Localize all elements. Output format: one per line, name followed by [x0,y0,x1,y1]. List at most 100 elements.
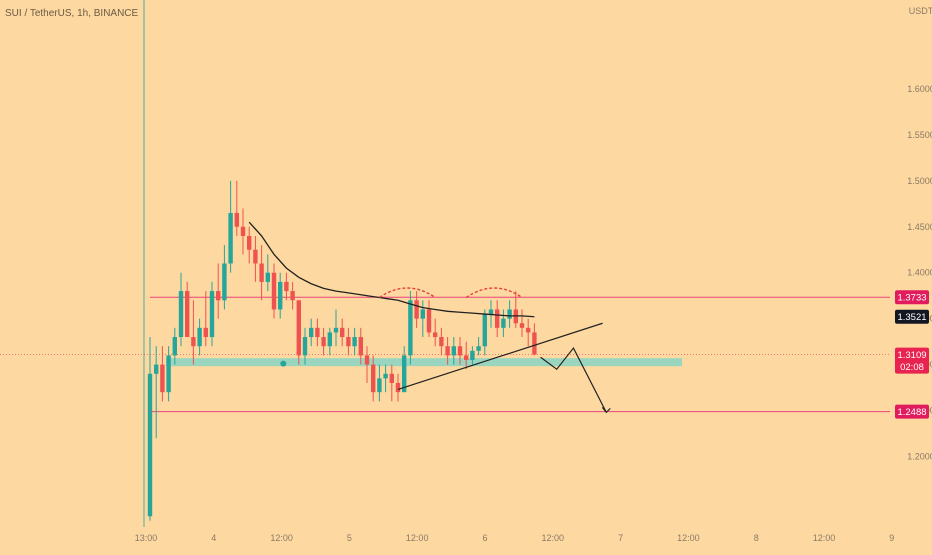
x-tick-label: 12:00 [677,533,700,543]
x-tick-label: 13:00 [135,533,158,543]
candle-up [228,212,233,264]
x-tick-label: 9 [889,533,894,543]
candle-down [346,337,351,347]
candle-up [278,281,283,310]
projection-arrowhead [601,407,611,414]
price-tag-label: 1.3521 [897,312,926,323]
candle-down [321,337,326,347]
candle-down [526,327,531,333]
candle-up [333,327,339,333]
y-tick-label: 1.4500 [907,222,932,232]
candle-down [185,291,190,338]
candle-down [519,323,525,328]
price-tag-label: 1.3109 [897,350,926,361]
candle-up [172,337,177,356]
projection-path [540,346,607,413]
candle-down [445,346,450,356]
candle-down [216,291,221,301]
candle-down [464,355,469,360]
x-tick-label: 12:00 [406,533,429,543]
x-tick-label: 6 [482,533,487,543]
price-tag-label: 1.3733 [897,293,926,304]
candle-down [259,263,264,282]
candle-up [476,346,481,351]
candle-down [439,337,444,347]
y-tick-label: 1.2000 [907,451,932,461]
candle-down [457,346,463,356]
x-tick-label: 5 [347,533,352,543]
candle-down [290,291,295,301]
candle-down [271,272,277,310]
candle-up [383,373,388,379]
candle-down [371,364,376,393]
candle-down [433,332,438,338]
candle-down [247,235,252,250]
candle-down [203,327,208,338]
price-tag [895,309,929,324]
candle-up [147,373,153,517]
candle-up [209,291,215,338]
candle-up [197,327,202,347]
candle-up [222,263,227,301]
candle-up [408,300,413,356]
x-tick-label: 12:00 [813,533,836,543]
candle-down [389,373,394,383]
head-arc [379,287,436,299]
candle-up [352,337,357,347]
candle-up [507,309,512,319]
candle-up [377,378,382,393]
y-tick-label: 1.4000 [907,268,932,278]
price-tag-label: 1.2488 [897,407,926,418]
x-tick-label: 4 [211,533,216,543]
currency-label: USDT [909,6,932,16]
candle-up [154,364,159,374]
candle-up [402,355,407,393]
price-tag [895,404,929,419]
candle-up [482,314,487,347]
candle-up [327,332,332,347]
candle-up [420,309,425,319]
candle-down [284,281,289,292]
ema-line [248,221,535,318]
candle-down [340,327,345,338]
signal-dot [280,360,287,367]
candle-up [309,327,314,338]
x-tick-label: 12:00 [542,533,565,543]
candle-down [414,300,419,319]
candle-down [532,332,537,355]
x-tick-label: 7 [618,533,623,543]
candle-down [364,355,370,365]
candle-down [253,249,258,264]
candle-up [265,272,270,282]
candle-down [358,337,363,356]
candle-up [178,291,184,338]
x-tick-label: 8 [754,533,759,543]
candle-down [191,337,196,347]
candle-up [302,337,308,356]
price-tag-countdown: 02:08 [900,362,924,373]
candle-up [451,346,456,356]
head-arc [465,287,523,299]
symbol-title: SUI / TetherUS, 1h, BINANCE [5,8,139,19]
ascending-trendline [397,322,603,390]
candle-down [234,212,239,227]
price-tag [895,347,929,374]
support-zone [166,358,682,367]
candle-down [495,309,500,328]
candle-down [395,382,401,393]
candle-up [488,309,494,315]
y-tick-label: 1.5500 [907,130,932,140]
price-tag [895,290,929,305]
candle-down [296,300,301,356]
candle-up [166,355,171,393]
candle-down [315,327,320,338]
y-tick-label: 1.6000 [907,84,932,94]
y-tick-label: 1.5000 [907,176,932,186]
candle-down [240,226,246,236]
candle-up [501,318,506,328]
candle-down [426,309,432,333]
x-tick-label: 12:00 [270,533,293,543]
candle-up [470,350,475,360]
